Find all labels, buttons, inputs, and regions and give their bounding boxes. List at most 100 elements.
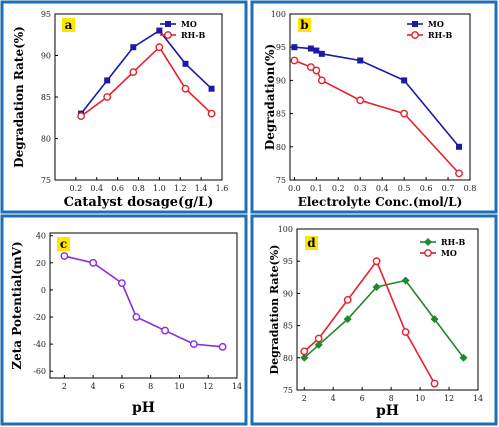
- data-point-b-1: [306, 63, 315, 72]
- y-tick-label: 100: [271, 10, 286, 19]
- data-point-d-1: [300, 347, 309, 356]
- x-tick-label: 1.0: [153, 184, 166, 193]
- data-point-b-0: [307, 45, 314, 52]
- data-point-d-1: [430, 379, 439, 388]
- series-line-a-0: [80, 29, 213, 115]
- x-tick-label: 0.7: [442, 184, 455, 193]
- y-tick-label: 90: [283, 289, 293, 298]
- data-point-a-1: [181, 84, 190, 93]
- x-tick-label: 1.2: [174, 184, 187, 193]
- chart-c: 2 4 6 8 10 12 14 40 20 0 -20 -40 -60 c pH Zeta Potentia…: [10, 232, 242, 416]
- x-axis-title: pH: [132, 400, 155, 416]
- data-point-d-0: [343, 315, 352, 324]
- data-point-a-1: [155, 43, 164, 52]
- data-point-b-1: [312, 66, 321, 75]
- legend-marker: [424, 238, 432, 246]
- panel-badge: [62, 18, 75, 32]
- data-point-d-0: [401, 276, 410, 285]
- y-tick-label: 90: [41, 52, 51, 61]
- y-tick-label: 85: [276, 110, 286, 119]
- x-tick-label: 0.8: [464, 184, 477, 193]
- y-tick-label: -40: [33, 340, 46, 349]
- data-point-a-0: [208, 85, 215, 92]
- x-tick-label: 0.8: [132, 184, 145, 193]
- legend-label: MO: [428, 19, 444, 29]
- data-point-d-1: [372, 257, 381, 266]
- y-tick-label: 75: [41, 176, 51, 185]
- y-tick-label: 80: [283, 354, 293, 363]
- x-tick-label: 8: [389, 394, 394, 403]
- x-axis-title: Catalyst dosage(g/L): [64, 195, 214, 210]
- panel-badge: [298, 18, 311, 32]
- y-axis-title: Degradation Rate(%): [268, 245, 281, 375]
- y-tick-label: 75: [276, 176, 286, 185]
- x-tick-label: 4: [91, 382, 96, 391]
- y-tick-label: 0: [41, 286, 46, 295]
- y-tick-label: 100: [278, 225, 293, 234]
- legend-label: MO: [181, 19, 197, 29]
- panel-b-frame: [250, 0, 498, 214]
- x-tick-label: 0.3: [354, 184, 367, 193]
- x-tick-label: 14: [473, 394, 483, 403]
- data-point-d-1: [401, 328, 410, 336]
- y-axis-title: Degradation(%): [263, 44, 277, 150]
- legend-label: RH-B: [181, 30, 206, 40]
- panel-letter: c: [60, 237, 67, 251]
- y-axis-title: Zeta Potential(mV): [10, 241, 24, 369]
- chart-b: 0.0 0.1 0.2 0.3 0.4 0.5 0.6 0.7 0.8 75 80 85 90 95 100…: [263, 10, 476, 209]
- data-point-b-1: [317, 76, 326, 85]
- y-tick-label: 95: [283, 257, 293, 266]
- y-tick-label: 75: [283, 386, 293, 395]
- legend-marker: [164, 31, 172, 39]
- data-point-d-0: [430, 315, 439, 324]
- x-tick-label: 6: [119, 382, 124, 391]
- legend-label: RH-B: [428, 30, 453, 40]
- data-point-b-0: [313, 47, 320, 54]
- x-tick-label: 0.6: [111, 184, 124, 193]
- x-tick-label: 4: [331, 394, 336, 403]
- x-tick-label: 10: [415, 394, 425, 403]
- data-point-d-1: [314, 334, 323, 343]
- y-tick-label: 95: [41, 10, 51, 19]
- panel-badge: [305, 236, 318, 250]
- plot-area-d: [296, 228, 479, 391]
- x-tick-label: 10: [174, 382, 184, 391]
- x-tick-label: 14: [232, 382, 242, 391]
- legend-marker: [424, 249, 432, 257]
- data-point-a-1: [103, 93, 112, 101]
- data-point-d-0: [459, 353, 468, 362]
- y-tick-label: 80: [41, 135, 51, 144]
- x-tick-label: 0.1: [310, 184, 323, 193]
- x-tick-label: 2: [62, 382, 67, 391]
- data-point-d-1: [343, 295, 352, 304]
- y-tick-label: 85: [41, 93, 51, 102]
- y-tick-label: 20: [36, 259, 46, 268]
- x-tick-label: 2: [302, 394, 307, 403]
- data-point-c-0: [60, 252, 69, 260]
- data-point-a-0: [156, 27, 163, 34]
- plot-area-b: [289, 13, 471, 181]
- x-tick-label: 1.6: [216, 184, 229, 193]
- data-point-b-0: [318, 50, 325, 57]
- x-axis-title: Electrolyte Conc.(mol/L): [298, 195, 463, 209]
- data-point-c-0: [161, 326, 169, 335]
- x-tick-label: 0.4: [376, 184, 389, 193]
- x-tick-label: 1.4: [195, 184, 208, 193]
- data-point-b-0: [291, 44, 298, 51]
- x-tick-label: 12: [444, 394, 454, 403]
- plot-area-c: [49, 232, 238, 379]
- data-point-c-0: [118, 279, 126, 288]
- panel-letter: a: [65, 18, 73, 32]
- x-tick-label: 0.0: [288, 184, 301, 193]
- data-point-b-0: [456, 143, 463, 150]
- panel-c-frame: [0, 214, 248, 426]
- data-point-b-1: [290, 56, 299, 65]
- chart-a: 0.2 0.4 0.6 0.8 1.0 1.2 1.4 1.6 75 80 85 90 95 MORH-B…: [12, 10, 228, 210]
- data-point-b-1: [356, 96, 365, 105]
- y-tick-label: 40: [36, 232, 46, 241]
- x-tick-label: 0.6: [420, 184, 433, 193]
- x-tick-label: 0.4: [90, 184, 103, 193]
- y-tick-label: 85: [283, 322, 293, 331]
- data-point-a-0: [182, 60, 189, 67]
